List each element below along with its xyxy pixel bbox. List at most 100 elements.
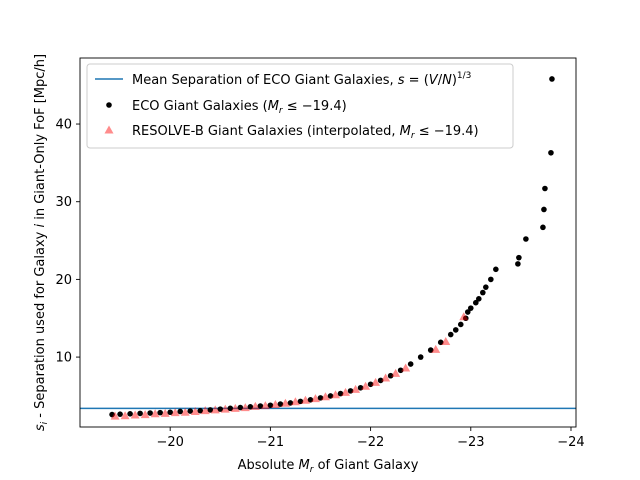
resolve-b-point xyxy=(120,411,130,420)
resolve-b-point xyxy=(280,398,290,407)
eco-point xyxy=(327,393,334,399)
eco-point xyxy=(217,406,224,412)
legend-frame xyxy=(86,63,514,149)
resolve-b-point xyxy=(110,411,120,420)
resolve-b-point xyxy=(459,312,469,321)
eco-point xyxy=(467,305,474,311)
eco-point xyxy=(367,381,374,388)
eco-point xyxy=(397,367,404,374)
resolve-b-point xyxy=(341,387,351,396)
eco-point xyxy=(307,397,314,403)
eco-point xyxy=(257,403,264,409)
eco-point xyxy=(549,76,555,82)
eco-point xyxy=(480,289,486,296)
x-tick-label: −23 xyxy=(457,435,484,450)
eco-point xyxy=(427,347,434,353)
resolve-b-point xyxy=(220,404,230,413)
eco-point xyxy=(452,327,459,333)
legend-label-eco: ECO Giant Galaxies (Mr ≤ −19.4) xyxy=(132,99,347,116)
eco-point xyxy=(109,411,115,418)
eco-point xyxy=(523,236,529,242)
x-tick-label: −24 xyxy=(557,435,584,450)
x-tick-label: −22 xyxy=(357,435,384,450)
eco-point xyxy=(515,261,521,267)
resolve-b-point xyxy=(140,410,150,419)
resolve-b-point xyxy=(391,368,401,377)
resolve-b-point xyxy=(180,407,190,416)
eco-point xyxy=(137,410,143,417)
eco-point xyxy=(117,411,123,417)
y-tick-label: 40 xyxy=(55,118,72,133)
eco-point xyxy=(476,296,482,302)
legend-label-mean-separation: Mean Separation of ECO Giant Galaxies, s… xyxy=(132,71,471,88)
legend-marker-eco xyxy=(106,102,112,108)
eco-point xyxy=(207,407,214,413)
eco-point xyxy=(540,224,546,231)
eco-point xyxy=(457,321,464,328)
eco-point xyxy=(227,405,234,412)
eco-point xyxy=(472,299,479,306)
x-tick-label: −21 xyxy=(257,435,284,450)
eco-point xyxy=(147,410,153,416)
eco-point xyxy=(437,339,444,346)
resolve-b-point xyxy=(331,390,341,399)
legend-marker-resolve-b xyxy=(104,125,114,134)
plot-area: −20 −21 −22 −23 −24 10 20 30 40 xyxy=(55,57,585,450)
eco-point xyxy=(407,361,414,367)
y-tick-label: 20 xyxy=(55,273,72,288)
eco-point xyxy=(542,185,548,192)
eco-point xyxy=(541,206,547,213)
resolve-b-point xyxy=(210,405,220,414)
y-axis-label: si - Separation used for Galaxy i in Gia… xyxy=(33,54,50,431)
eco-point xyxy=(197,407,204,414)
y-tick-label: 30 xyxy=(55,195,72,210)
eco-point xyxy=(187,408,194,414)
eco-point xyxy=(387,372,394,379)
x-tick-label: −20 xyxy=(156,435,183,450)
eco-point xyxy=(287,400,294,406)
resolve-b-point xyxy=(230,403,240,412)
resolve-b-point xyxy=(401,363,411,372)
eco-point xyxy=(247,404,254,410)
resolve-b-point xyxy=(441,337,451,346)
eco-point xyxy=(464,309,471,315)
eco-point xyxy=(548,149,554,156)
resolve-b-point xyxy=(170,408,180,417)
resolve-b-point xyxy=(250,401,260,410)
y-axis-ticks: 10 20 30 40 xyxy=(55,118,80,366)
resolve-b-point xyxy=(260,401,270,410)
eco-point xyxy=(483,284,489,290)
eco-point xyxy=(516,254,522,261)
eco-point xyxy=(337,390,344,397)
resolve-b-point xyxy=(431,344,441,353)
eco-point xyxy=(347,388,354,394)
eco-point xyxy=(417,354,424,360)
eco-point xyxy=(317,395,324,401)
x-axis-ticks: −20 −21 −22 −23 −24 xyxy=(156,427,585,450)
eco-point xyxy=(357,384,364,391)
eco-point xyxy=(277,401,284,407)
eco-point xyxy=(447,331,454,338)
eco-point xyxy=(127,410,133,417)
resolve-b-point xyxy=(371,377,381,386)
resolve-b-point xyxy=(361,381,371,390)
resolve-b-point xyxy=(240,403,250,412)
resolve-b-point xyxy=(200,406,210,415)
resolve-b-point xyxy=(290,397,300,406)
resolve-b-point xyxy=(381,373,391,382)
resolve-b-point xyxy=(351,384,361,393)
eco-point xyxy=(157,409,163,416)
resolve-b-point xyxy=(150,409,160,418)
eco-point xyxy=(488,276,494,283)
eco-point xyxy=(297,398,304,405)
y-tick-label: 10 xyxy=(55,351,72,366)
eco-point xyxy=(167,409,173,416)
resolve-b-point xyxy=(310,394,320,403)
resolve-b-point xyxy=(190,406,200,415)
eco-point xyxy=(267,402,274,409)
resolve-b-point xyxy=(160,408,170,417)
axes-frame xyxy=(79,57,577,428)
eco-point xyxy=(377,377,384,384)
eco-point xyxy=(177,408,184,415)
